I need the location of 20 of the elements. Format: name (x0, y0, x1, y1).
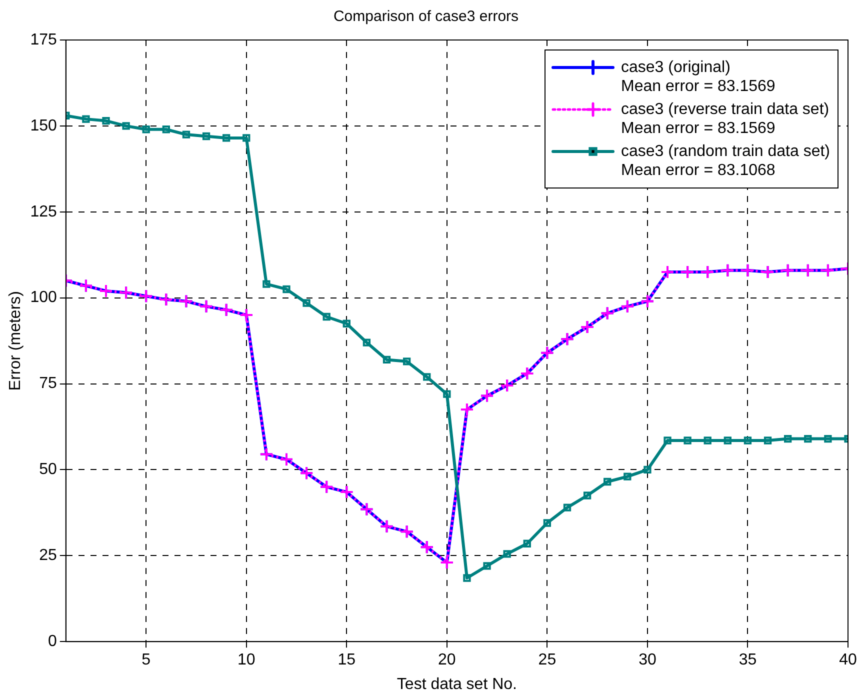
y-tick-label: 75 (39, 375, 57, 392)
x-tick-label: 5 (142, 652, 151, 669)
y-tick-label: 50 (39, 461, 57, 478)
y-tick-label: 100 (30, 289, 57, 306)
y-tick-label: 175 (30, 31, 57, 48)
x-tick-label: 15 (338, 652, 356, 669)
x-tick-label: 20 (438, 652, 456, 669)
x-tick-label: 35 (738, 652, 757, 669)
y-tick-label: 0 (48, 633, 57, 650)
legend-label: case3 (random train data set) Mean error = 83.1068 (621, 142, 830, 179)
y-tick-label: 125 (30, 203, 57, 220)
x-axis-title: Test data set No. (396, 676, 517, 693)
y-tick-label: 25 (39, 547, 57, 564)
x-tick-label: 30 (638, 652, 656, 669)
chart-title: Comparison of case3 errors (333, 8, 519, 26)
y-tick-label: 150 (30, 117, 57, 134)
y-axis-title: Error (meters) (7, 291, 24, 391)
x-tick-label: 25 (538, 652, 556, 669)
x-tick-label: 10 (237, 652, 256, 669)
x-tick-label: 40 (839, 652, 857, 669)
